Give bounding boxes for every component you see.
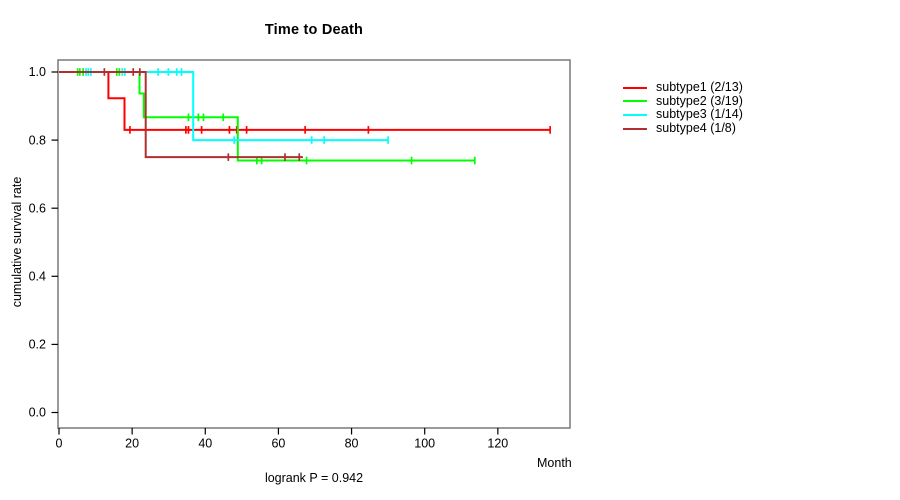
- y-tick-label: 0.4: [29, 270, 46, 284]
- y-tick-label: 0.8: [29, 133, 46, 147]
- x-tick-label: 0: [56, 437, 63, 451]
- legend-line-swatch: [623, 127, 647, 130]
- series-2: [59, 68, 476, 165]
- x-axis-title: Month: [537, 456, 572, 470]
- y-tick-label: 0.0: [29, 406, 46, 420]
- y-tick-label: 0.6: [29, 201, 46, 215]
- logrank-annotation: logrank P = 0.942: [264, 471, 364, 485]
- x-tick-label: 60: [271, 437, 285, 451]
- legend-line-swatch: [623, 86, 647, 89]
- x-axis: 0 20 40 60 80 100 120: [56, 428, 508, 451]
- legend-item: subtype4 (1/8): [623, 120, 743, 136]
- survival-curve: [59, 71, 303, 159]
- x-tick-label: 120: [487, 437, 508, 451]
- x-tick-label: 20: [125, 437, 139, 451]
- chart-title: Time to Death: [264, 22, 364, 38]
- x-tick-label: 80: [345, 437, 359, 451]
- legend-item: subtype3 (1/14): [623, 108, 743, 122]
- x-tick-label: 100: [414, 437, 435, 451]
- legend-line-swatch: [623, 100, 647, 103]
- series-1: [59, 71, 551, 134]
- legend-label: subtype2 (3/19): [656, 93, 743, 108]
- legend-item: subtype2 (3/19): [623, 93, 743, 109]
- legend: subtype1 (2/13) subtype2 (3/19) subtype3 (…: [623, 80, 743, 136]
- x-tick-label: 40: [198, 437, 212, 451]
- legend-label: subtype3 (1/14): [656, 107, 743, 122]
- legend-line-swatch: [623, 113, 647, 116]
- legend-label: subtype4 (1/8): [656, 120, 736, 135]
- y-axis: 0.0 0.2 0.4 0.6 0.8 1.0: [29, 65, 58, 420]
- series-4: [59, 68, 303, 161]
- survival-curve: [59, 71, 551, 131]
- y-tick-label: 0.2: [29, 338, 46, 352]
- survival-curve: [59, 71, 475, 162]
- plot-frame: [57, 59, 571, 429]
- legend-label: subtype1 (2/13): [656, 80, 743, 94]
- legend-item: subtype1 (2/13): [623, 80, 743, 95]
- y-tick-label: 1.0: [29, 65, 46, 79]
